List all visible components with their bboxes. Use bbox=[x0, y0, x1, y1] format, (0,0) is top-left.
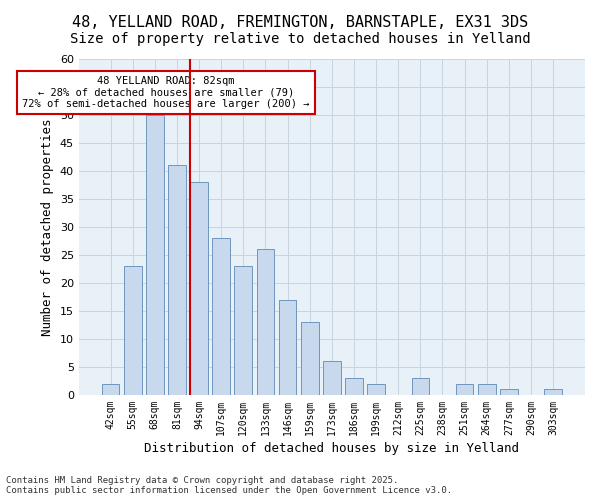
Bar bbox=[257, 250, 274, 395]
X-axis label: Distribution of detached houses by size in Yelland: Distribution of detached houses by size … bbox=[145, 442, 520, 455]
Bar bbox=[367, 384, 385, 395]
Bar bbox=[190, 182, 208, 395]
Bar bbox=[544, 390, 562, 395]
Bar bbox=[478, 384, 496, 395]
Bar bbox=[456, 384, 473, 395]
Bar bbox=[168, 166, 186, 395]
Text: 48 YELLAND ROAD: 82sqm
← 28% of detached houses are smaller (79)
72% of semi-det: 48 YELLAND ROAD: 82sqm ← 28% of detached… bbox=[22, 76, 310, 109]
Y-axis label: Number of detached properties: Number of detached properties bbox=[41, 118, 54, 336]
Bar bbox=[124, 266, 142, 395]
Bar bbox=[235, 266, 252, 395]
Bar bbox=[345, 378, 363, 395]
Text: Size of property relative to detached houses in Yelland: Size of property relative to detached ho… bbox=[70, 32, 530, 46]
Bar bbox=[101, 384, 119, 395]
Bar bbox=[500, 390, 518, 395]
Bar bbox=[323, 362, 341, 395]
Bar bbox=[146, 115, 164, 395]
Text: Contains HM Land Registry data © Crown copyright and database right 2025.
Contai: Contains HM Land Registry data © Crown c… bbox=[6, 476, 452, 495]
Bar bbox=[412, 378, 429, 395]
Text: 48, YELLAND ROAD, FREMINGTON, BARNSTAPLE, EX31 3DS: 48, YELLAND ROAD, FREMINGTON, BARNSTAPLE… bbox=[72, 15, 528, 30]
Bar bbox=[301, 322, 319, 395]
Bar bbox=[279, 300, 296, 395]
Bar bbox=[212, 238, 230, 395]
